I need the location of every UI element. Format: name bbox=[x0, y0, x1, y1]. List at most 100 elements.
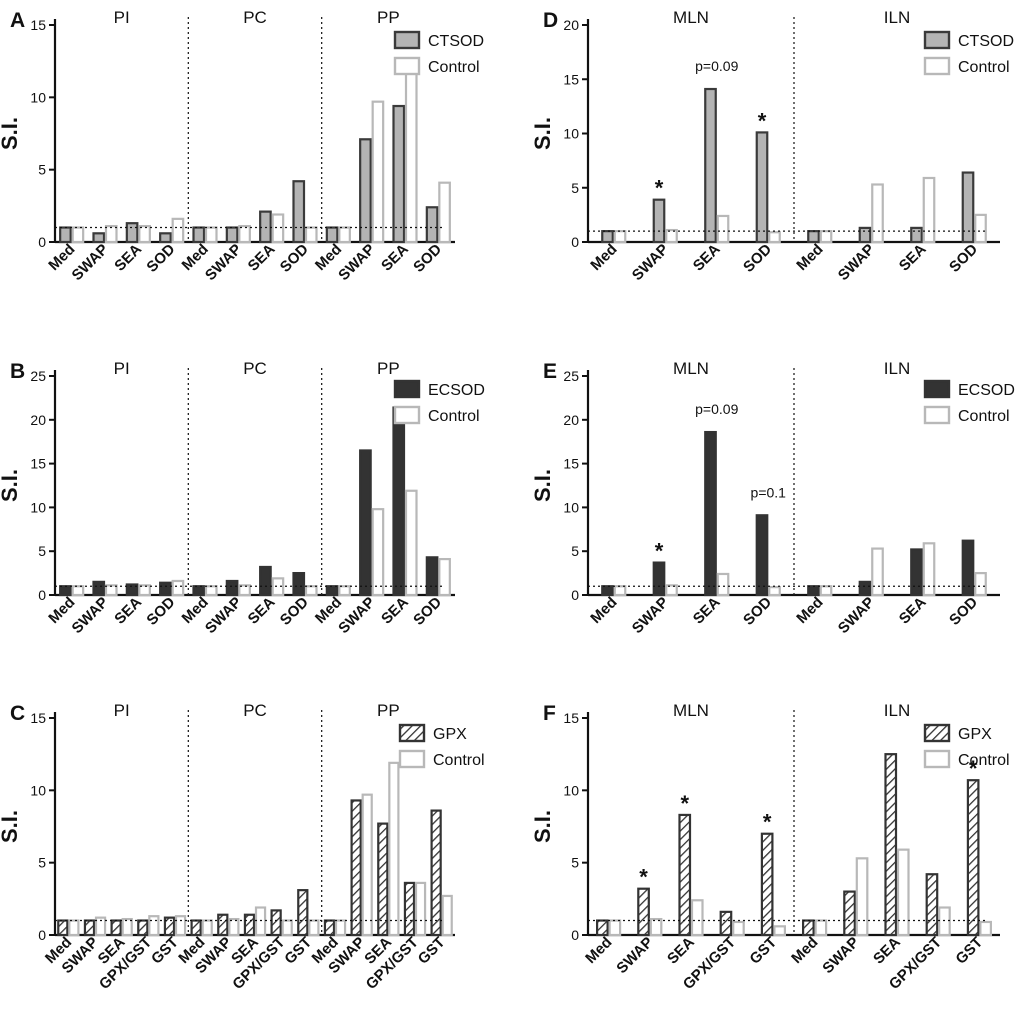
bar-ctsod-sea bbox=[259, 210, 272, 244]
bar-control-sea bbox=[922, 176, 936, 244]
bar-control-sea bbox=[896, 848, 910, 937]
bar-ecsod-sea bbox=[125, 583, 139, 597]
x-tick-label: SOD bbox=[740, 241, 775, 276]
x-tick-label: SEA bbox=[111, 241, 145, 275]
bar-control-swap bbox=[649, 917, 663, 937]
legend-label-ecsod: ECSOD bbox=[428, 382, 485, 399]
bar-ctsod-sod bbox=[425, 206, 439, 244]
y-axis-label: S.I. bbox=[0, 117, 22, 150]
bar-ecsod-sod bbox=[755, 514, 769, 597]
bar-control-med bbox=[201, 919, 213, 937]
bar-ctsod-sea bbox=[392, 104, 406, 244]
bar-gpx-gst bbox=[966, 779, 980, 937]
panel-label: E bbox=[543, 360, 557, 383]
x-tick-label: Med bbox=[788, 934, 821, 967]
bar-gpx-swap bbox=[350, 799, 362, 937]
bar-gpx-sea bbox=[110, 919, 122, 937]
legend-swatch-ecsod bbox=[393, 379, 421, 399]
bar-ctsod-med bbox=[325, 226, 339, 244]
bar-ctsod-swap bbox=[92, 232, 106, 244]
bar-control-gpx-gst bbox=[414, 881, 427, 937]
bar-ecsod-med bbox=[601, 585, 614, 597]
bar-gpx-gpx-gst bbox=[137, 919, 149, 937]
legend-swatch-control bbox=[923, 749, 951, 769]
x-tick-label: GST bbox=[952, 934, 986, 968]
panel-label: A bbox=[10, 9, 25, 32]
bar-control-swap bbox=[361, 793, 373, 937]
group-label-pp: PP bbox=[377, 701, 400, 720]
y-tick-label: 10 bbox=[30, 499, 46, 515]
bar-gpx-sea bbox=[678, 813, 692, 937]
legend-swatch-control bbox=[398, 749, 426, 769]
x-tick-label: SWAP bbox=[69, 594, 112, 637]
legend-label-control: Control bbox=[958, 408, 1010, 425]
bar-control-sea bbox=[716, 214, 730, 244]
significance-star: * bbox=[758, 108, 767, 133]
bar-control-med bbox=[204, 226, 218, 244]
bar-control-gst bbox=[174, 915, 187, 937]
y-tick-label: 10 bbox=[30, 782, 46, 798]
x-tick-label: SWAP bbox=[835, 594, 878, 637]
bar-control-swap bbox=[371, 100, 385, 244]
bar-gpx-gst bbox=[430, 809, 442, 937]
bar-control-med bbox=[338, 585, 351, 597]
legend-swatch-ctsod bbox=[923, 30, 951, 50]
bar-gpx-swap bbox=[217, 913, 229, 937]
bar-gpx-med bbox=[323, 919, 336, 937]
bar-ecsod-sod bbox=[425, 556, 439, 597]
legend-label-control: Control bbox=[428, 408, 480, 425]
group-label-iln: ILN bbox=[884, 359, 910, 378]
y-axis-label: S.I. bbox=[530, 117, 555, 150]
y-tick-label: 25 bbox=[563, 368, 579, 384]
group-label-pi: PI bbox=[114, 359, 130, 378]
significance-star: * bbox=[969, 756, 978, 781]
bar-ecsod-swap bbox=[359, 449, 372, 597]
legend-label-control: Control bbox=[428, 59, 480, 76]
bar-ecsod-swap bbox=[92, 580, 106, 597]
bar-control-swap bbox=[104, 224, 118, 244]
group-label-pc: PC bbox=[243, 8, 267, 27]
significance-star: * bbox=[655, 539, 664, 564]
legend-label-ctsod: CTSOD bbox=[958, 33, 1014, 50]
y-tick-label: 5 bbox=[38, 855, 46, 871]
y-tick-label: 0 bbox=[571, 927, 579, 943]
x-tick-label: GST bbox=[148, 934, 182, 968]
y-tick-label: 15 bbox=[30, 17, 46, 33]
bar-ctsod-med bbox=[601, 230, 614, 244]
bar-gpx-gpx-gst bbox=[270, 909, 282, 937]
y-tick-label: 25 bbox=[30, 368, 46, 384]
group-label-iln: ILN bbox=[884, 701, 910, 720]
x-tick-label: Med bbox=[793, 241, 826, 274]
bar-gpx-gst bbox=[297, 889, 309, 937]
bar-ctsod-swap bbox=[225, 226, 239, 244]
bar-control-med bbox=[814, 919, 828, 937]
group-label-pp: PP bbox=[377, 8, 400, 27]
bar-gpx-sea bbox=[243, 913, 256, 937]
legend-label-ctsod: CTSOD bbox=[428, 33, 484, 50]
bar-gpx-gst bbox=[163, 916, 176, 937]
bar-gpx-swap bbox=[637, 887, 650, 937]
bar-ctsod-sod bbox=[961, 171, 975, 244]
bar-ecsod-sod bbox=[292, 571, 306, 597]
bar-control-sod bbox=[974, 213, 987, 244]
legend-swatch-control bbox=[393, 405, 421, 425]
bar-gpx-swap bbox=[843, 890, 856, 937]
bar-ecsod-sea bbox=[910, 548, 923, 597]
bar-control-gpx-gst bbox=[732, 920, 745, 937]
x-tick-label: SWAP bbox=[819, 934, 862, 977]
bar-gpx-gst bbox=[760, 832, 774, 937]
bar-control-swap bbox=[104, 584, 118, 597]
x-tick-label: SWAP bbox=[335, 594, 378, 637]
bar-control-gpx-gst bbox=[148, 915, 160, 937]
bar-ctsod-swap bbox=[652, 198, 666, 244]
bar-ctsod-sod bbox=[159, 232, 172, 244]
bar-ctsod-sea bbox=[704, 87, 717, 244]
x-tick-label: GST bbox=[415, 934, 449, 968]
y-axis-label: S.I. bbox=[530, 810, 555, 843]
x-tick-label: SWAP bbox=[629, 594, 672, 637]
x-tick-label: Med bbox=[587, 594, 620, 627]
x-tick-label: SEA bbox=[690, 594, 724, 628]
bar-control-swap bbox=[238, 224, 251, 244]
